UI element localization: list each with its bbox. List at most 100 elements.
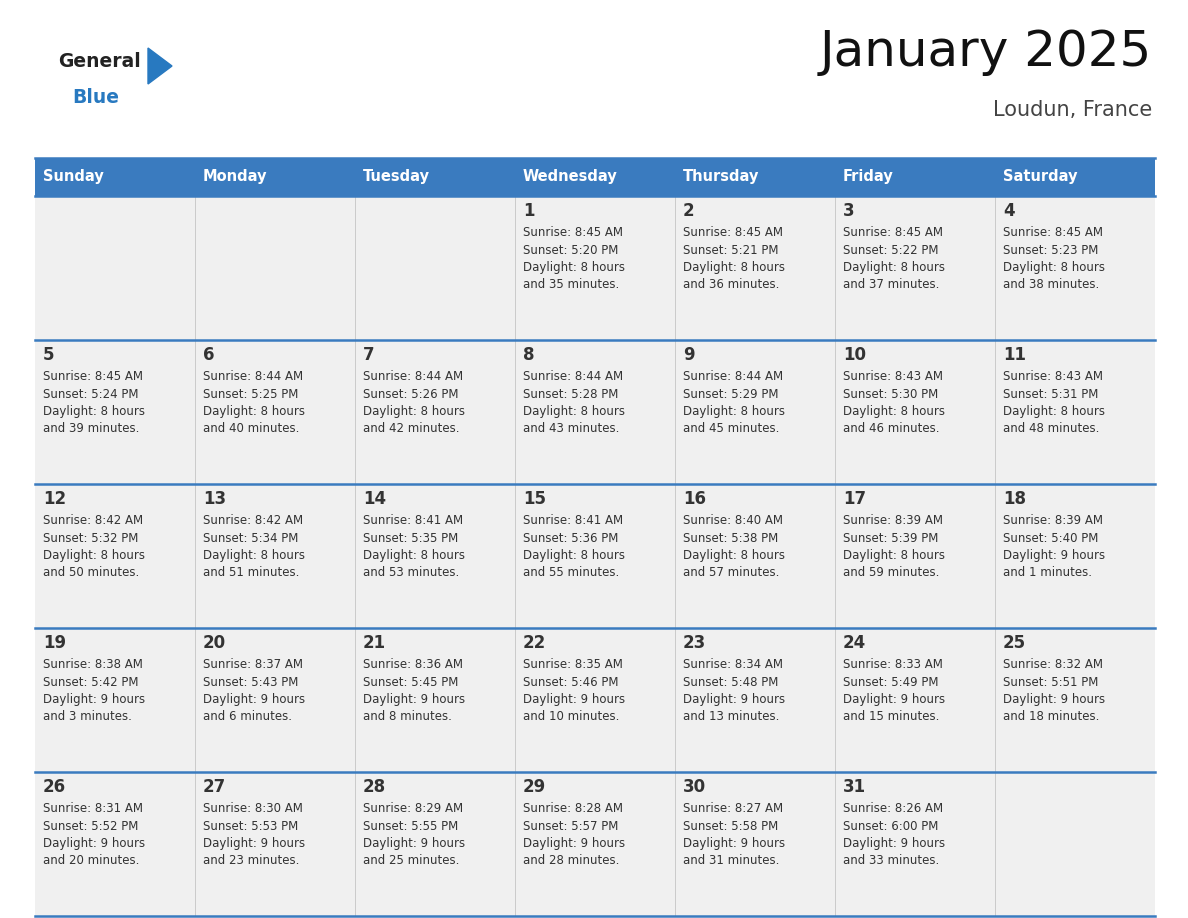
Text: 28: 28 bbox=[364, 778, 386, 796]
Text: and 36 minutes.: and 36 minutes. bbox=[683, 278, 779, 292]
Text: Daylight: 8 hours: Daylight: 8 hours bbox=[364, 405, 465, 418]
Text: Sunrise: 8:45 AM: Sunrise: 8:45 AM bbox=[683, 226, 783, 239]
Text: Sunset: 5:49 PM: Sunset: 5:49 PM bbox=[843, 676, 939, 688]
Text: and 40 minutes.: and 40 minutes. bbox=[203, 422, 299, 435]
Bar bbox=[34, 340, 1155, 484]
Text: Sunset: 5:45 PM: Sunset: 5:45 PM bbox=[364, 676, 459, 688]
Text: Sunset: 5:30 PM: Sunset: 5:30 PM bbox=[843, 387, 939, 400]
Text: Sunrise: 8:37 AM: Sunrise: 8:37 AM bbox=[203, 658, 303, 671]
Text: Sunrise: 8:44 AM: Sunrise: 8:44 AM bbox=[203, 370, 303, 383]
Text: Sunset: 5:55 PM: Sunset: 5:55 PM bbox=[364, 820, 459, 833]
Text: Sunset: 5:20 PM: Sunset: 5:20 PM bbox=[523, 243, 619, 256]
Text: 17: 17 bbox=[843, 490, 866, 508]
Text: 27: 27 bbox=[203, 778, 226, 796]
Text: and 51 minutes.: and 51 minutes. bbox=[203, 566, 299, 579]
Text: 21: 21 bbox=[364, 634, 386, 652]
Text: 10: 10 bbox=[843, 346, 866, 364]
Text: 22: 22 bbox=[523, 634, 546, 652]
Text: Daylight: 8 hours: Daylight: 8 hours bbox=[203, 549, 305, 562]
Text: Daylight: 8 hours: Daylight: 8 hours bbox=[843, 261, 944, 274]
Text: January 2025: January 2025 bbox=[820, 28, 1152, 76]
Text: Sunrise: 8:43 AM: Sunrise: 8:43 AM bbox=[843, 370, 943, 383]
Text: 14: 14 bbox=[364, 490, 386, 508]
Text: 4: 4 bbox=[1003, 202, 1015, 220]
Bar bbox=[34, 484, 1155, 628]
Text: Daylight: 8 hours: Daylight: 8 hours bbox=[843, 405, 944, 418]
Text: Daylight: 8 hours: Daylight: 8 hours bbox=[203, 405, 305, 418]
Text: Thursday: Thursday bbox=[683, 170, 759, 185]
Text: Sunset: 5:34 PM: Sunset: 5:34 PM bbox=[203, 532, 298, 544]
Text: Sunset: 5:21 PM: Sunset: 5:21 PM bbox=[683, 243, 778, 256]
Text: Daylight: 8 hours: Daylight: 8 hours bbox=[43, 549, 145, 562]
Text: 18: 18 bbox=[1003, 490, 1026, 508]
Text: 7: 7 bbox=[364, 346, 374, 364]
Text: 19: 19 bbox=[43, 634, 67, 652]
Text: Sunset: 5:39 PM: Sunset: 5:39 PM bbox=[843, 532, 939, 544]
Text: Sunset: 5:29 PM: Sunset: 5:29 PM bbox=[683, 387, 778, 400]
Text: 26: 26 bbox=[43, 778, 67, 796]
Text: Sunset: 5:51 PM: Sunset: 5:51 PM bbox=[1003, 676, 1099, 688]
Text: 3: 3 bbox=[843, 202, 854, 220]
Text: 5: 5 bbox=[43, 346, 55, 364]
Text: and 45 minutes.: and 45 minutes. bbox=[683, 422, 779, 435]
Text: and 23 minutes.: and 23 minutes. bbox=[203, 855, 299, 868]
Text: Sunset: 5:36 PM: Sunset: 5:36 PM bbox=[523, 532, 619, 544]
Text: 1: 1 bbox=[523, 202, 535, 220]
Text: Sunset: 5:46 PM: Sunset: 5:46 PM bbox=[523, 676, 619, 688]
Text: Daylight: 9 hours: Daylight: 9 hours bbox=[683, 693, 785, 706]
Text: Sunrise: 8:45 AM: Sunrise: 8:45 AM bbox=[523, 226, 623, 239]
Text: Sunrise: 8:44 AM: Sunrise: 8:44 AM bbox=[523, 370, 624, 383]
Text: Sunset: 6:00 PM: Sunset: 6:00 PM bbox=[843, 820, 939, 833]
Text: Sunset: 5:42 PM: Sunset: 5:42 PM bbox=[43, 676, 139, 688]
Text: Sunset: 5:28 PM: Sunset: 5:28 PM bbox=[523, 387, 619, 400]
Text: and 57 minutes.: and 57 minutes. bbox=[683, 566, 779, 579]
Bar bbox=[34, 196, 1155, 340]
Text: 24: 24 bbox=[843, 634, 866, 652]
Text: Daylight: 9 hours: Daylight: 9 hours bbox=[43, 837, 145, 850]
Text: and 53 minutes.: and 53 minutes. bbox=[364, 566, 460, 579]
Text: Sunset: 5:35 PM: Sunset: 5:35 PM bbox=[364, 532, 459, 544]
Text: Sunrise: 8:43 AM: Sunrise: 8:43 AM bbox=[1003, 370, 1102, 383]
Text: and 46 minutes.: and 46 minutes. bbox=[843, 422, 940, 435]
Text: 11: 11 bbox=[1003, 346, 1026, 364]
Text: Sunrise: 8:45 AM: Sunrise: 8:45 AM bbox=[43, 370, 143, 383]
Text: Sunrise: 8:45 AM: Sunrise: 8:45 AM bbox=[843, 226, 943, 239]
Text: Sunrise: 8:39 AM: Sunrise: 8:39 AM bbox=[1003, 514, 1102, 527]
Text: and 38 minutes.: and 38 minutes. bbox=[1003, 278, 1099, 292]
Text: Sunset: 5:38 PM: Sunset: 5:38 PM bbox=[683, 532, 778, 544]
Text: 20: 20 bbox=[203, 634, 226, 652]
Text: Daylight: 9 hours: Daylight: 9 hours bbox=[203, 837, 305, 850]
Bar bbox=[34, 628, 1155, 772]
Text: and 42 minutes.: and 42 minutes. bbox=[364, 422, 460, 435]
Text: Sunrise: 8:36 AM: Sunrise: 8:36 AM bbox=[364, 658, 463, 671]
Text: Sunrise: 8:42 AM: Sunrise: 8:42 AM bbox=[203, 514, 303, 527]
Text: Daylight: 8 hours: Daylight: 8 hours bbox=[523, 405, 625, 418]
Text: and 6 minutes.: and 6 minutes. bbox=[203, 711, 292, 723]
Text: Saturday: Saturday bbox=[1003, 170, 1078, 185]
Text: Sunset: 5:48 PM: Sunset: 5:48 PM bbox=[683, 676, 778, 688]
Text: Sunset: 5:31 PM: Sunset: 5:31 PM bbox=[1003, 387, 1099, 400]
Text: General: General bbox=[58, 52, 140, 71]
Text: Sunrise: 8:35 AM: Sunrise: 8:35 AM bbox=[523, 658, 623, 671]
Text: Blue: Blue bbox=[72, 88, 119, 107]
Text: 30: 30 bbox=[683, 778, 706, 796]
Text: and 1 minutes.: and 1 minutes. bbox=[1003, 566, 1092, 579]
Text: Daylight: 8 hours: Daylight: 8 hours bbox=[43, 405, 145, 418]
Text: Sunrise: 8:40 AM: Sunrise: 8:40 AM bbox=[683, 514, 783, 527]
Text: Daylight: 9 hours: Daylight: 9 hours bbox=[1003, 693, 1105, 706]
Text: 2: 2 bbox=[683, 202, 695, 220]
Text: Sunset: 5:25 PM: Sunset: 5:25 PM bbox=[203, 387, 298, 400]
Text: and 20 minutes.: and 20 minutes. bbox=[43, 855, 139, 868]
Text: Sunrise: 8:27 AM: Sunrise: 8:27 AM bbox=[683, 802, 783, 815]
Text: and 43 minutes.: and 43 minutes. bbox=[523, 422, 619, 435]
Text: Sunrise: 8:34 AM: Sunrise: 8:34 AM bbox=[683, 658, 783, 671]
Text: Sunset: 5:26 PM: Sunset: 5:26 PM bbox=[364, 387, 459, 400]
Text: Daylight: 8 hours: Daylight: 8 hours bbox=[364, 549, 465, 562]
Text: and 48 minutes.: and 48 minutes. bbox=[1003, 422, 1099, 435]
Text: 13: 13 bbox=[203, 490, 226, 508]
Text: Daylight: 8 hours: Daylight: 8 hours bbox=[1003, 261, 1105, 274]
Text: Daylight: 9 hours: Daylight: 9 hours bbox=[1003, 549, 1105, 562]
Polygon shape bbox=[148, 48, 172, 84]
Text: Sunset: 5:43 PM: Sunset: 5:43 PM bbox=[203, 676, 298, 688]
Text: Wednesday: Wednesday bbox=[523, 170, 618, 185]
